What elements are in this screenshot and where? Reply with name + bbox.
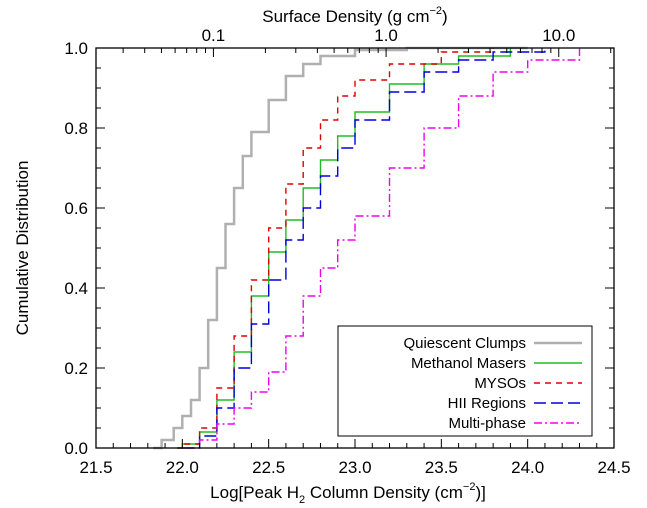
x-tick-label: 22.5 [252, 458, 285, 477]
series-line-2 [177, 48, 494, 449]
series-layer [153, 46, 581, 450]
legend-label-4: Multi-phase [448, 415, 526, 432]
top-tick-label: 1.0 [374, 26, 398, 45]
legend-label-0: Quiescent Clumps [403, 335, 526, 352]
x-tick-label: 22.0 [166, 458, 199, 477]
y-tick-label: 0.8 [64, 119, 88, 138]
x-tick-label: 21.5 [79, 458, 112, 477]
x-tick-label: 23.0 [338, 458, 371, 477]
legend-label-1: Methanol Masers [411, 355, 526, 372]
series-line-4 [187, 48, 581, 449]
top-tick-label: 10.0 [542, 26, 575, 45]
y-tick-label: 0.4 [64, 279, 88, 298]
x-tick-label: 24.5 [597, 458, 630, 477]
y-tick-label: 0.0 [64, 439, 88, 458]
legend-label-2: MYSOs [474, 375, 526, 392]
legend: Quiescent Clumps Methanol Masers MYSOs HII … [337, 325, 593, 437]
x-axis-title: Log[Peak H2 Column Density (cm−2)] [210, 481, 486, 506]
top-axis-title: Surface Density (g cm−2) [262, 5, 447, 26]
series-line-0 [153, 46, 528, 450]
legend-label-3: HII Regions [448, 395, 526, 412]
x-tick-label: 24.0 [511, 458, 544, 477]
y-tick-label: 1.0 [64, 39, 88, 58]
legend-box [337, 325, 593, 437]
x-tick-label: 23.5 [425, 458, 458, 477]
y-tick-label: 0.6 [64, 199, 88, 218]
y-tick-label: 0.2 [64, 359, 88, 378]
top-tick-label: 0.1 [202, 26, 226, 45]
y-axis-title: Cumulative Distribution [13, 161, 32, 336]
ticks-layer: 21.5 22.0 22.5 23.0 23.5 24.0 24.5 0.0 0.2 0.4 0.6… [64, 26, 630, 477]
